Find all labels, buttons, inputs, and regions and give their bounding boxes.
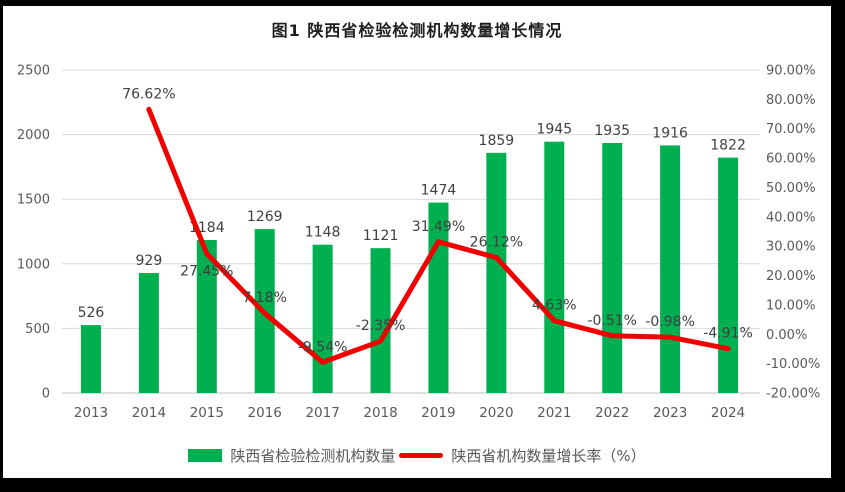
bar (602, 142, 623, 393)
right-axis-tick-label: 10.00% (766, 298, 816, 313)
growth-rate-label: -4.91% (703, 326, 753, 342)
legend-bar-label: 陕西省检验检测机构数量 (230, 446, 396, 465)
legend-line-swatch (399, 452, 444, 458)
bar (370, 248, 391, 393)
x-axis-label: 2020 (479, 405, 513, 421)
left-axis-tick-label: 1500 (17, 193, 50, 208)
x-axis-label: 2024 (711, 405, 745, 421)
x-axis-label: 2015 (190, 405, 224, 421)
bar (80, 325, 101, 393)
growth-rate-label: -0.98% (645, 314, 695, 330)
right-axis-tick-label: 20.00% (766, 269, 816, 284)
bar (544, 141, 565, 393)
growth-rate-label: 76.62% (122, 86, 175, 102)
bar-value-label: 1121 (363, 228, 399, 244)
x-axis-label: 2016 (248, 405, 282, 421)
right-axis-tick-label: 60.00% (766, 152, 816, 167)
bar (486, 152, 507, 393)
right-axis-tick-label: 30.00% (766, 240, 816, 255)
bar-value-label: 929 (136, 253, 163, 269)
legend-bar-swatch (188, 448, 223, 462)
right-axis-tick-label: -10.00% (766, 357, 820, 372)
bar (312, 244, 333, 393)
right-axis-tick-label: 70.00% (766, 122, 816, 137)
x-axis-label: 2019 (421, 405, 455, 421)
bar (196, 240, 217, 393)
growth-rate-label: 4.63% (532, 298, 576, 314)
bar-value-label: 1474 (421, 183, 457, 199)
x-axis-label: 2023 (653, 405, 687, 421)
bar-value-label: 1916 (652, 125, 688, 141)
growth-rate-label: -2.35% (356, 318, 406, 334)
bar (718, 157, 739, 393)
bar-value-label: 1935 (594, 123, 630, 139)
growth-rate-label: 27.45% (180, 264, 233, 280)
growth-rate-label: -9.54% (298, 339, 348, 355)
left-axis-tick-label: 1000 (17, 257, 50, 272)
left-axis-tick-label: 500 (25, 322, 50, 337)
x-axis-label: 2018 (363, 405, 397, 421)
bar (660, 145, 681, 393)
growth-rate-label: 26.12% (470, 235, 523, 251)
growth-rate-label: -0.51% (587, 313, 637, 329)
x-axis-label: 2017 (305, 405, 339, 421)
right-axis-tick-label: 40.00% (766, 210, 816, 225)
bar-value-label: 1822 (710, 138, 746, 154)
chart-title: 图1 陕西省检验检测机构数量增长情况 (271, 21, 563, 40)
bar (138, 272, 159, 393)
left-axis-tick-label: 0 (42, 387, 50, 402)
bar-value-label: 1269 (247, 209, 283, 225)
combo-chart: 0 500 1000 1500 2000 2500 90.00% 80.00% 70.00% 60… (17, 64, 820, 422)
legend: 陕西省检验检测机构数量 陕西省机构数量增长率（%） (3, 444, 831, 466)
bar-value-label: 1859 (479, 133, 515, 149)
growth-rate-label: 31.49% (412, 219, 465, 235)
right-axis-tick-label: 80.00% (766, 93, 816, 108)
right-axis-tick-label: 90.00% (766, 64, 816, 79)
x-axis-label: 2013 (74, 405, 108, 421)
right-axis-tick-label: 50.00% (766, 181, 816, 196)
right-axis-tick-label: -20.00% (766, 387, 820, 402)
bar-value-label: 1148 (305, 225, 341, 241)
bar-value-label: 526 (78, 305, 105, 321)
left-axis-tick-label: 2500 (17, 64, 50, 79)
growth-rate-label: 7.18% (242, 290, 286, 306)
growth-line (146, 106, 731, 365)
right-axis-tick-label: 0.00% (766, 328, 807, 343)
x-axis-label: 2022 (595, 405, 629, 421)
legend-line-label: 陕西省机构数量增长率（%） (451, 446, 646, 465)
x-axis-label: 2021 (537, 405, 571, 421)
left-axis-tick-label: 2000 (17, 128, 50, 143)
bar-value-label: 1945 (536, 122, 572, 138)
x-axis-label: 2014 (132, 405, 166, 421)
